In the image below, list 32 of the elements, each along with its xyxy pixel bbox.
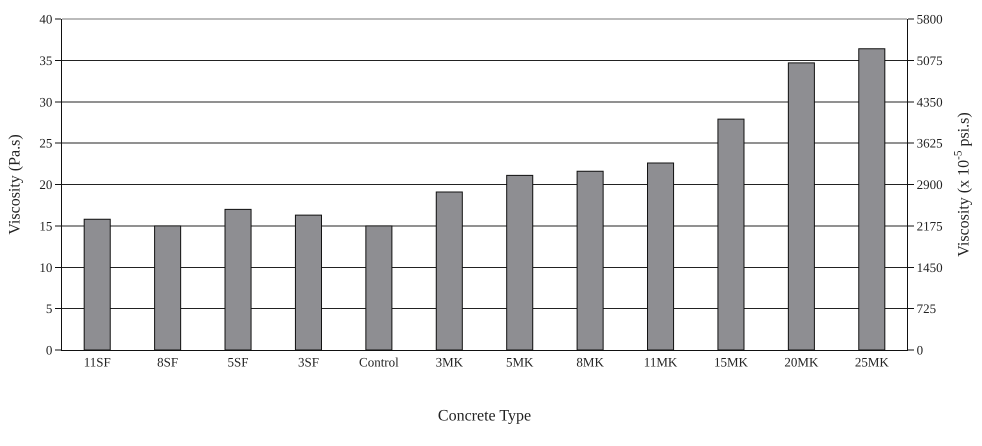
y2-tick-label: 2175 [916,218,943,234]
x-tick-label: 8MK [576,354,604,370]
x-tick-label: 5SF [228,354,249,370]
y-tick-label: 5 [46,301,52,316]
y-axis-title: Viscosity (Pa.s) [6,134,24,235]
y-tick-label: 35 [39,52,52,68]
y2-tick-label: 0 [916,342,924,358]
y-tick-label: 0 [46,342,52,358]
x-axis-title: Concrete Type [438,407,532,424]
y2-tick-label: 725 [916,301,936,316]
y2-tick-label: 5800 [916,12,943,27]
y-tick-label: 20 [39,177,52,192]
x-tick-label: 11SF [84,354,111,370]
x-tick-label: 3MK [436,354,464,370]
y2-tick-label: 4350 [916,94,943,110]
x-tick-label: 25MK [854,354,890,370]
x-tick-label: 3SF [298,354,319,370]
y-tick-label: 40 [39,12,52,27]
x-tick-label: 5MK [506,354,534,370]
x-tick-label: Control [359,354,400,370]
y-tick-label: 15 [39,218,52,234]
y-tick-label: 30 [39,94,52,110]
x-tick-label: 11MK [644,354,678,370]
x-tick-label: 8SF [157,354,178,370]
y2-tick-label: 5075 [916,52,943,68]
x-tick-label: 20MK [784,354,819,370]
y-tick-label: 10 [39,260,52,275]
y-tick-label: 25 [39,136,52,151]
y2-tick-label: 1450 [916,260,943,275]
y2-tick-label: 3625 [916,136,943,151]
y2-tick-label: 2900 [916,177,943,192]
x-tick-label: 15MK [714,354,749,370]
